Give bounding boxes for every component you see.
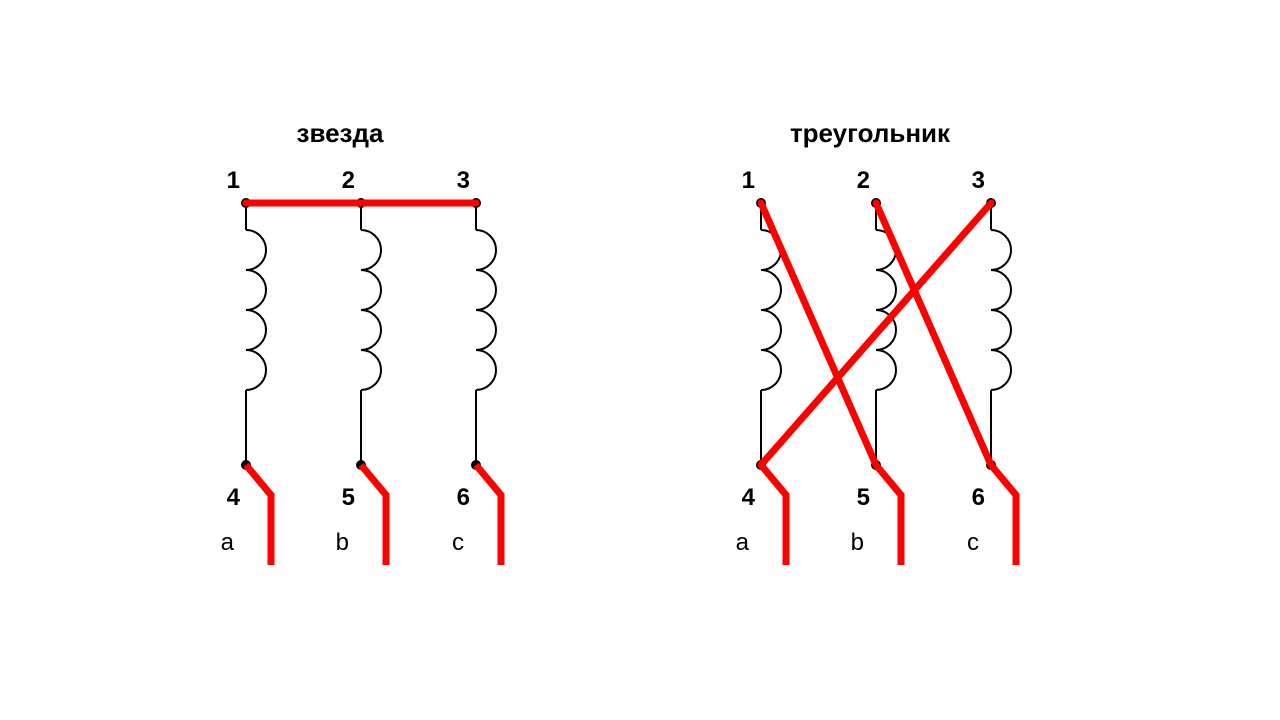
delta-bridge xyxy=(876,203,991,465)
phase-lead xyxy=(876,465,901,565)
phase-label: a xyxy=(736,529,750,556)
terminal-label-bottom: 6 xyxy=(457,484,470,511)
inductor-coil xyxy=(476,230,496,390)
terminal-label-bottom: 4 xyxy=(227,484,241,511)
title-star: звезда xyxy=(297,118,384,148)
terminal-label-top: 1 xyxy=(227,167,240,194)
inductor-coil xyxy=(361,230,381,390)
inductor-coil xyxy=(761,230,781,390)
terminal-label-bottom: 5 xyxy=(857,484,870,511)
phase-lead xyxy=(476,465,501,565)
phase-lead xyxy=(361,465,386,565)
phase-lead xyxy=(246,465,271,565)
terminal-label-top: 3 xyxy=(457,167,470,194)
phase-label: b xyxy=(336,529,349,556)
diagram-star: звезда 1 4 a 2 5 b 3 6 c xyxy=(221,118,501,565)
title-delta: треугольник xyxy=(790,118,951,148)
terminal-label-top: 1 xyxy=(742,167,755,194)
terminal-label-top: 2 xyxy=(857,167,870,194)
terminal-label-bottom: 6 xyxy=(972,484,985,511)
diagram-delta: треугольник 1 4 a 2 5 b 3 6 c xyxy=(736,118,1016,565)
phase-lead xyxy=(991,465,1016,565)
phase-label: c xyxy=(967,529,979,556)
inductor-coil xyxy=(246,230,266,390)
phase-lead xyxy=(761,465,786,565)
terminal-label-bottom: 4 xyxy=(742,484,756,511)
terminal-label-top: 2 xyxy=(342,167,355,194)
phase-label: c xyxy=(452,529,464,556)
phase-label: b xyxy=(851,529,864,556)
phase-label: a xyxy=(221,529,235,556)
terminal-label-top: 3 xyxy=(972,167,985,194)
delta-bridge xyxy=(761,203,876,465)
terminal-label-bottom: 5 xyxy=(342,484,355,511)
inductor-coil xyxy=(991,230,1011,390)
